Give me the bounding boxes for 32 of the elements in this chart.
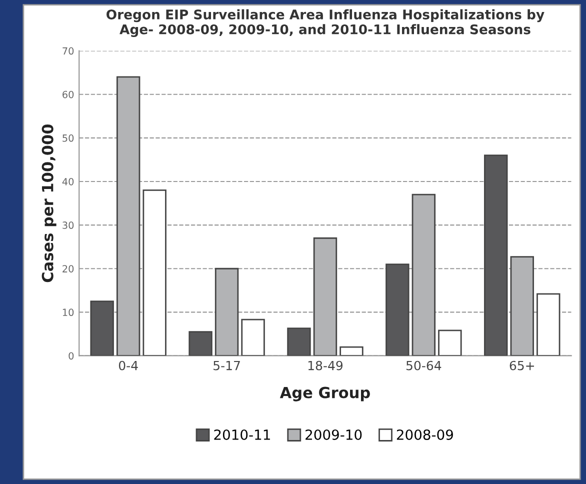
legend-label: 2010-11	[214, 429, 270, 440]
bar	[142, 190, 166, 356]
legend-label: 2008-09	[396, 429, 453, 440]
chart-title: Oregon EIP Surveillance Area Influenza Hospitalizations by Age- 2008-09, 2009-10, and 2010-11 Influenza Seasons	[106, 9, 544, 37]
bar	[287, 328, 311, 356]
bar	[188, 331, 212, 356]
x-tick-label: 65+	[510, 360, 534, 370]
bar	[386, 264, 410, 356]
x-tick-label: 5-17	[214, 360, 240, 370]
y-tick-label: 40	[62, 178, 74, 186]
bar	[536, 293, 560, 356]
bar	[313, 237, 338, 356]
bar	[90, 300, 114, 356]
bar	[340, 346, 364, 356]
bar	[116, 76, 140, 356]
bar	[412, 194, 436, 356]
bar	[241, 318, 265, 356]
y-tick-label: 0	[68, 352, 74, 360]
y-tick-label: 10	[62, 308, 74, 316]
legend-label: 2009-10	[306, 429, 362, 440]
x-tick-label: 0-4	[118, 360, 138, 370]
bar	[438, 330, 462, 356]
y-tick-label: 30	[62, 222, 74, 229]
y-tick-label: 70	[62, 47, 74, 55]
y-axis-title: Cases per 100,000	[42, 124, 56, 282]
y-tick-label: 20	[62, 265, 74, 272]
y-tick-label: 60	[62, 90, 74, 98]
bar	[214, 268, 239, 356]
x-tick-label: 50-64	[406, 360, 442, 370]
y-tick-label: 50	[62, 134, 74, 142]
x-tick-label: 18-49	[308, 360, 343, 370]
x-axis-title: Age Group	[280, 386, 370, 402]
